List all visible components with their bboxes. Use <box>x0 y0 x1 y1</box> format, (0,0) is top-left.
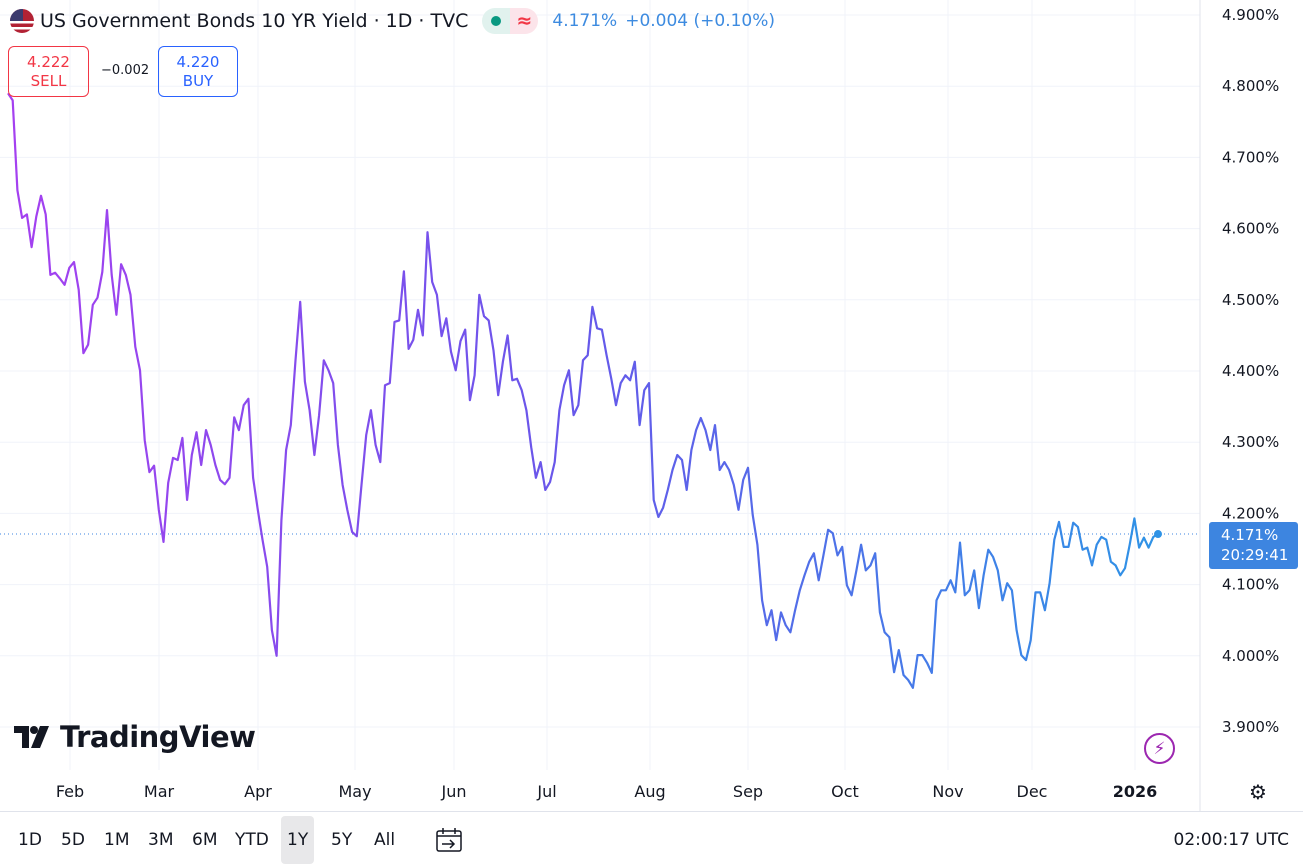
spread: −0.002 <box>101 63 150 78</box>
symbol-title[interactable]: US Government Bonds 10 YR Yield · 1D · T… <box>40 10 469 32</box>
market-open-icon <box>482 8 511 34</box>
range-3m[interactable]: 3M <box>148 830 174 850</box>
tradingview-logo-icon <box>14 726 49 748</box>
y-tick-label: 4.500% <box>1222 291 1279 309</box>
logo-text: TradingView <box>60 720 256 754</box>
range-1d[interactable]: 1D <box>18 830 42 850</box>
buy-price: 4.220 <box>176 52 220 71</box>
symbol-header: US Government Bonds 10 YR Yield · 1D · T… <box>10 8 775 34</box>
buy-button[interactable]: 4.220 BUY <box>158 46 238 97</box>
price-change: +0.004 (+0.10%) <box>625 11 776 31</box>
range-5y[interactable]: 5Y <box>331 830 353 850</box>
yield-series-line <box>7 92 1159 689</box>
sell-label: SELL <box>30 71 67 90</box>
y-tick-label: 4.000% <box>1222 647 1279 665</box>
x-tick-label: Jul <box>536 782 556 801</box>
range-1m[interactable]: 1M <box>104 830 130 850</box>
y-tick-label: 4.800% <box>1222 77 1279 95</box>
bar-countdown: 20:29:41 <box>1221 546 1289 564</box>
sell-button[interactable]: 4.222 SELL <box>8 46 89 97</box>
y-tick-label: 4.300% <box>1222 433 1279 451</box>
x-tick-label: Sep <box>733 782 763 801</box>
buy-label: BUY <box>182 71 214 90</box>
current-price-label: 4.171% 20:29:41 <box>1209 522 1298 569</box>
bottom-toolbar: 1D 5D 1M 3M 6M YTD 1Y 5Y All 02:00:17 UTC <box>0 811 1303 866</box>
range-6m[interactable]: 6M <box>192 830 218 850</box>
x-tick-label: Nov <box>932 782 963 801</box>
y-tick-label: 4.700% <box>1222 148 1279 166</box>
tradingview-logo[interactable]: TradingView <box>14 720 256 754</box>
clock-utc[interactable]: 02:00:17 UTC <box>1173 830 1289 850</box>
y-tick-label: 4.200% <box>1222 504 1279 522</box>
x-tick-label: Dec <box>1017 782 1048 801</box>
last-price: 4.171% <box>552 11 618 31</box>
x-tick-label: Mar <box>144 782 175 801</box>
x-tick-label: Apr <box>244 782 272 801</box>
x-tick-label: Jun <box>441 782 467 801</box>
y-tick-label: 3.900% <box>1222 718 1279 736</box>
current-price-value: 4.171% <box>1221 526 1279 544</box>
x-tick-label: Oct <box>831 782 859 801</box>
delayed-data-icon: ≈ <box>510 8 539 34</box>
x-tick-label: May <box>338 782 371 801</box>
x-tick-label: 2026 <box>1113 782 1158 801</box>
y-tick-label: 4.400% <box>1222 362 1279 380</box>
us-flag-icon <box>10 9 34 33</box>
sell-price: 4.222 <box>27 52 70 71</box>
y-tick-label: 4.600% <box>1222 220 1279 238</box>
y-tick-label: 4.100% <box>1222 576 1279 594</box>
lightning-icon[interactable]: ⚡ <box>1144 733 1175 764</box>
price-chart[interactable]: 4.900% 4.800% 4.700% 4.600% 4.500% 4.400% 4.30… <box>0 0 1303 811</box>
range-5d[interactable]: 5D <box>61 830 85 850</box>
range-all[interactable]: All <box>374 830 396 850</box>
last-point-marker <box>1154 530 1162 539</box>
y-tick-label: 4.900% <box>1222 6 1279 24</box>
date-range-calendar-icon[interactable] <box>428 816 470 864</box>
x-tick-label: Aug <box>634 782 665 801</box>
range-1y[interactable]: 1Y <box>281 816 315 864</box>
x-tick-label: Feb <box>56 782 84 801</box>
status-pill[interactable]: ≈ <box>482 8 539 34</box>
settings-icon[interactable]: ⚙ <box>1249 780 1267 804</box>
range-ytd[interactable]: YTD <box>235 830 269 850</box>
